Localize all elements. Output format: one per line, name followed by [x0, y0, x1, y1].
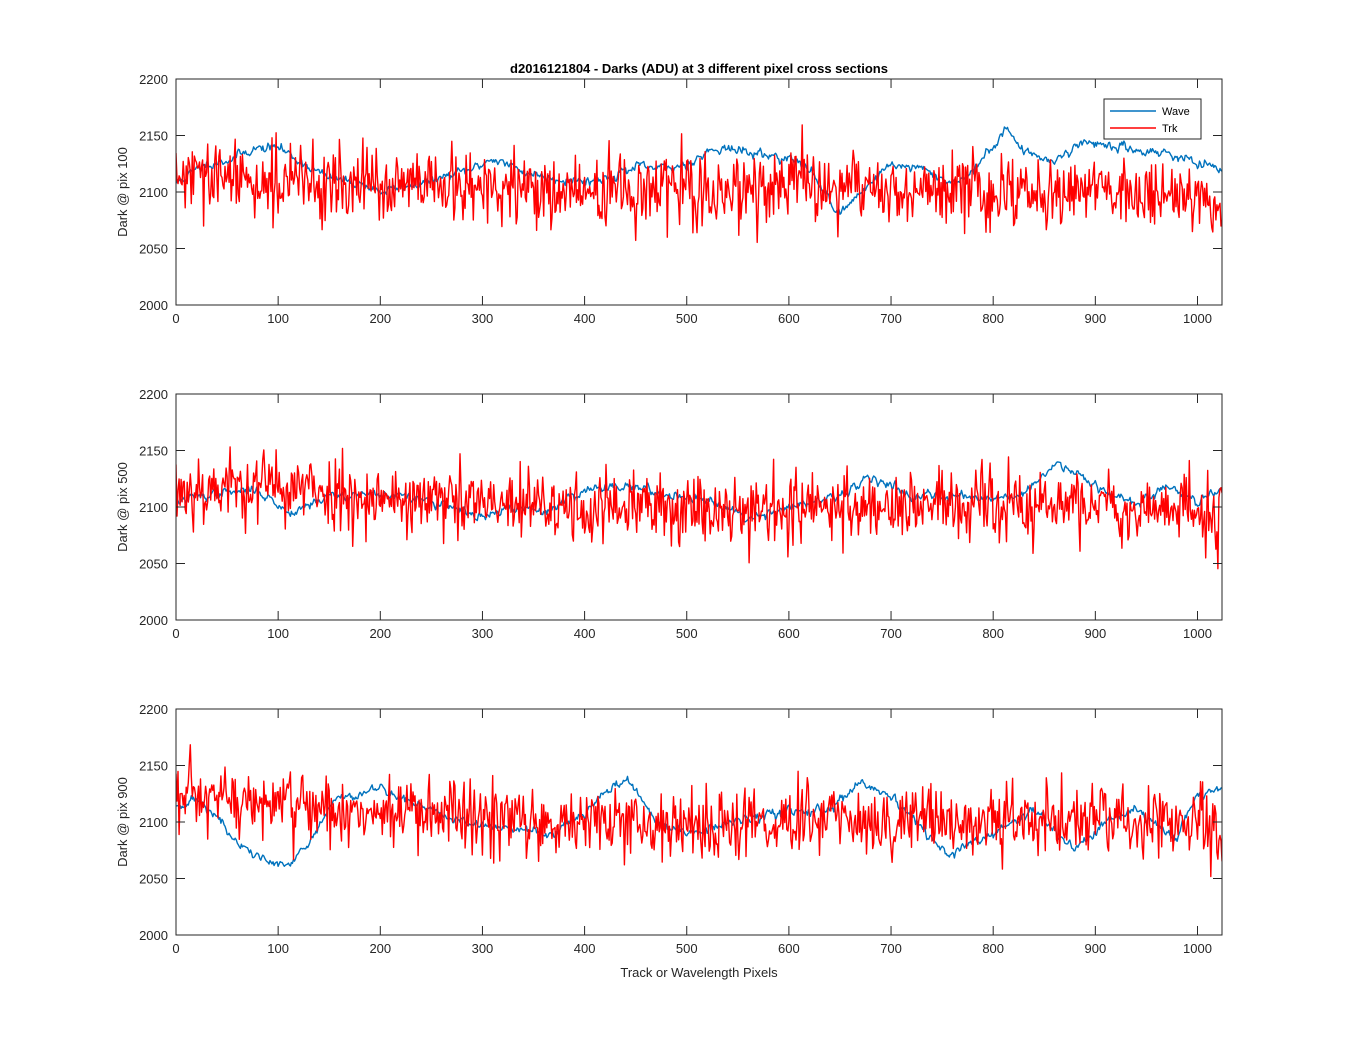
legend-box — [1103, 98, 1202, 140]
x-tick-label: 900 — [1084, 311, 1106, 326]
legend-label-trk: Trk — [1162, 123, 1178, 135]
y-tick-label: 2200 — [139, 387, 168, 402]
x-tick-label: 500 — [676, 626, 698, 641]
x-tick-label: 1000 — [1183, 311, 1212, 326]
y-tick-label: 2150 — [139, 759, 168, 774]
y-axis-label: Dark @ pix 900 — [115, 777, 130, 867]
x-tick-label: 0 — [172, 941, 179, 956]
x-tick-label: 200 — [369, 311, 391, 326]
series-line-wave — [176, 126, 1222, 217]
x-tick-label: 800 — [982, 626, 1004, 641]
x-tick-label: 900 — [1084, 941, 1106, 956]
y-axis-label: Dark @ pix 100 — [115, 147, 130, 237]
y-tick-label: 2150 — [139, 444, 168, 459]
series-line-trk — [176, 446, 1222, 570]
y-tick-label: 2050 — [139, 242, 168, 257]
x-tick-label: 300 — [472, 626, 494, 641]
x-tick-label: 700 — [880, 941, 902, 956]
x-tick-label: 600 — [778, 941, 800, 956]
x-tick-label: 200 — [369, 626, 391, 641]
subplot-1: 0 100 200 300 400 500 600 700 800 900 1000 2000 2050… — [115, 72, 1223, 326]
x-tick-label: 0 — [172, 626, 179, 641]
x-tick-label: 0 — [172, 311, 179, 326]
x-tick-label: 800 — [982, 311, 1004, 326]
subplot-2: 0 100 200 300 400 500 600 700 800 900 1000 2000 2050… — [115, 387, 1223, 641]
x-tick-label: 200 — [369, 941, 391, 956]
series-line-trk — [176, 744, 1222, 878]
y-tick-label: 2000 — [139, 298, 168, 313]
x-tick-label: 1000 — [1183, 626, 1212, 641]
legend: Wave Trk — [1103, 98, 1202, 140]
figure-title: d2016121804 - Darks (ADU) at 3 different… — [510, 61, 888, 76]
x-tick-label: 100 — [267, 941, 289, 956]
y-axis-label: Dark @ pix 500 — [115, 462, 130, 552]
x-tick-label: 500 — [676, 941, 698, 956]
x-tick-label: 100 — [267, 311, 289, 326]
x-tick-label: 600 — [778, 626, 800, 641]
y-tick-label: 2000 — [139, 613, 168, 628]
subplots: 0 100 200 300 400 500 600 700 800 900 100020002050… — [115, 72, 1223, 956]
y-tick-label: 2200 — [139, 72, 168, 87]
y-tick-label: 2100 — [139, 500, 168, 515]
y-tick-label: 2200 — [139, 702, 168, 717]
y-tick-label: 2100 — [139, 815, 168, 830]
y-tick-label: 2050 — [139, 872, 168, 887]
series-line-trk — [176, 124, 1222, 244]
x-axis-label: Track or Wavelength Pixels — [620, 965, 778, 980]
x-tick-label: 400 — [574, 941, 596, 956]
x-tick-label: 300 — [472, 941, 494, 956]
x-tick-label: 900 — [1084, 626, 1106, 641]
y-tick-label: 2050 — [139, 557, 168, 572]
x-tick-label: 700 — [880, 626, 902, 641]
x-tick-label: 500 — [676, 311, 698, 326]
x-tick-label: 100 — [267, 626, 289, 641]
x-tick-label: 300 — [472, 311, 494, 326]
series-line-wave — [176, 775, 1222, 867]
x-tick-label: 1000 — [1183, 941, 1212, 956]
y-tick-label: 2100 — [139, 185, 168, 200]
subplot-3: 0 100 200 300 400 500 600 700 800 900 1000 2000 2050… — [115, 702, 1223, 956]
x-tick-label: 400 — [574, 311, 596, 326]
x-tick-label: 700 — [880, 311, 902, 326]
legend-label-wave: Wave — [1162, 106, 1190, 118]
y-tick-label: 2150 — [139, 129, 168, 144]
x-tick-label: 600 — [778, 311, 800, 326]
x-tick-label: 800 — [982, 941, 1004, 956]
x-tick-label: 400 — [574, 626, 596, 641]
y-tick-label: 2000 — [139, 928, 168, 943]
